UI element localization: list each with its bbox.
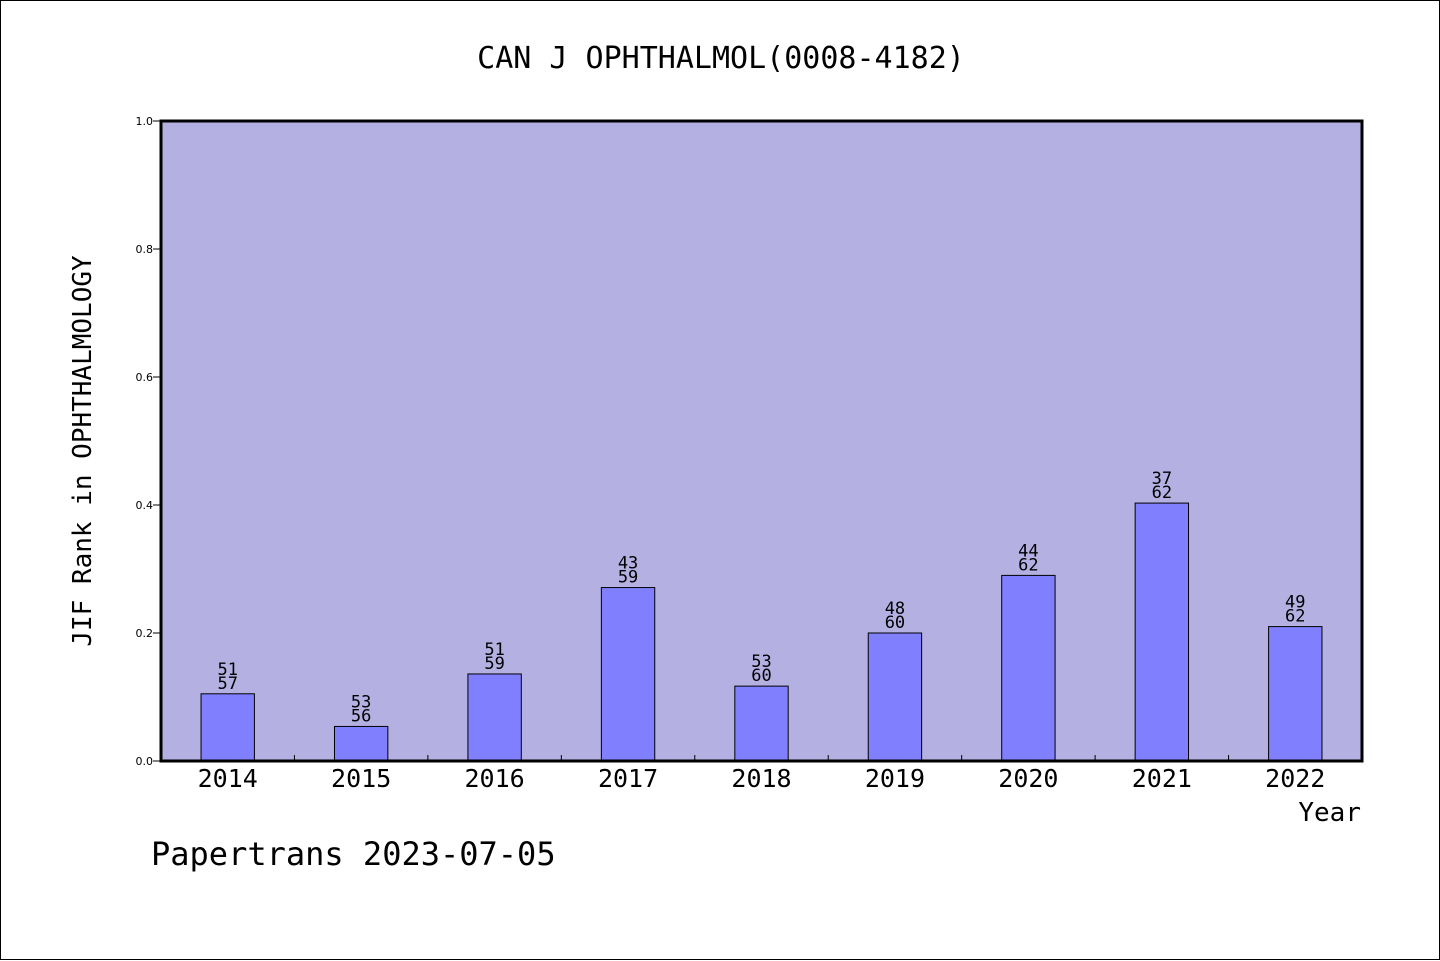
y-tick-label: 0.6 (136, 371, 154, 384)
bar-rank-label: 51 (217, 660, 237, 680)
footer-credit: Papertrans 2023-07-05 (151, 835, 556, 873)
bar-rank-label: 49 (1285, 593, 1305, 613)
bar-total-label: 60 (751, 666, 771, 686)
bar-rank-label: 53 (351, 692, 371, 712)
y-tick-label: 0.4 (136, 499, 154, 512)
x-tick-label: 2015 (331, 764, 391, 793)
y-axis: 0.0 0.2 0.4 0.6 0.8 1.0 (136, 115, 161, 768)
bar-rank-label: 43 (618, 554, 638, 574)
bar (1134, 502, 1190, 762)
bar (1268, 626, 1323, 762)
y-tick-label: 0.8 (136, 243, 154, 256)
bar-rank-label: 44 (1018, 541, 1038, 561)
bar-rank-label: 53 (751, 652, 771, 672)
y-tick-label: 0.0 (136, 755, 154, 768)
bar-total-label: 62 (1018, 555, 1038, 575)
plot-border (159, 119, 1364, 763)
x-axis-label: Year (1298, 798, 1361, 828)
y-axis-label: JIF Rank in OPHTHALMOLOGY (68, 255, 98, 647)
chart-title: CAN J OPHTHALMOL(0008-4182) (477, 41, 965, 76)
bar-total-label: 62 (1152, 483, 1172, 503)
y-tick-label: 0.2 (136, 627, 154, 640)
x-tick-label: 2014 (198, 764, 258, 793)
bar-rank-label: 51 (484, 640, 504, 660)
bar-total-label: 59 (484, 654, 504, 674)
bar-rank-label: 48 (885, 599, 905, 619)
bar (200, 693, 255, 762)
bar-total-label: 57 (217, 674, 237, 694)
x-tick-label: 2022 (1265, 764, 1325, 793)
x-tick-label: 2017 (598, 764, 658, 793)
bar (734, 685, 789, 762)
bar (467, 673, 522, 762)
x-tick-label: 2019 (865, 764, 925, 793)
bar (867, 632, 923, 762)
bar-total-label: 60 (885, 613, 905, 633)
bar-total-label: 59 (618, 568, 638, 588)
x-tick-label: 2021 (1132, 764, 1192, 793)
x-tick-label: 2020 (998, 764, 1058, 793)
x-tick-label: 2016 (465, 764, 525, 793)
x-axis: 2014 2015 2016 2017 2018 2019 2020 2021 2022 (198, 755, 1325, 793)
bar-total-label: 62 (1285, 607, 1305, 627)
bar-rank-label: 37 (1152, 469, 1172, 489)
bar (333, 725, 389, 762)
bar (1001, 574, 1056, 762)
y-tick-label: 1.0 (136, 115, 154, 128)
bar (600, 587, 656, 762)
bar-total-label: 56 (351, 706, 371, 726)
x-tick-label: 2018 (731, 764, 791, 793)
